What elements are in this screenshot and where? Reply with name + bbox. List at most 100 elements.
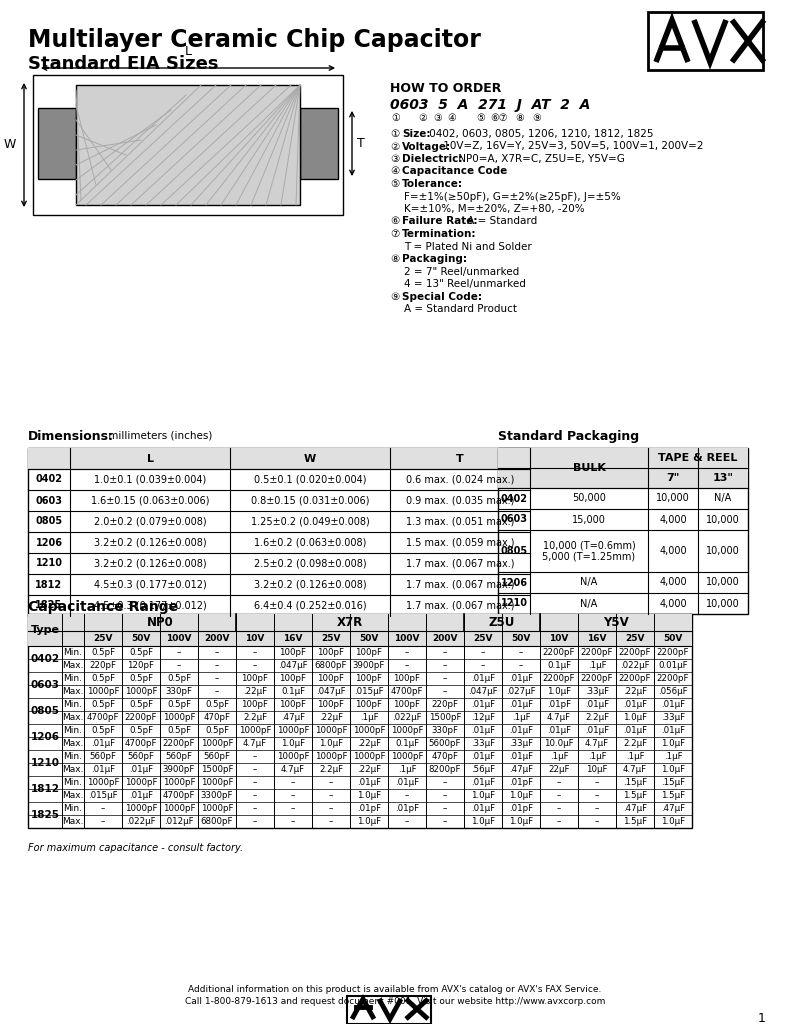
Text: –: – (253, 648, 257, 657)
Text: 2.5±0.2 (0.098±0.008): 2.5±0.2 (0.098±0.008) (254, 558, 366, 568)
Text: –: – (253, 791, 257, 800)
Text: 6.4±0.4 (0.252±0.016): 6.4±0.4 (0.252±0.016) (254, 600, 366, 610)
Text: .47μF: .47μF (509, 765, 533, 774)
Text: –: – (177, 662, 181, 670)
Text: For maximum capacitance - consult factory.: For maximum capacitance - consult factor… (28, 843, 243, 853)
Text: 0.9 max. (0.035 max.): 0.9 max. (0.035 max.) (406, 496, 514, 506)
Text: 4700pF: 4700pF (125, 739, 157, 748)
Text: A = Standard: A = Standard (464, 216, 538, 226)
Text: 3.2±0.2 (0.126±0.008): 3.2±0.2 (0.126±0.008) (93, 558, 206, 568)
Text: 0402: 0402 (30, 654, 59, 664)
Text: 1.0μF: 1.0μF (509, 817, 533, 826)
Text: Dimensions:: Dimensions: (28, 430, 114, 443)
Text: 3.2±0.2 (0.126±0.008): 3.2±0.2 (0.126±0.008) (254, 580, 366, 590)
Text: 0603: 0603 (31, 680, 59, 690)
Text: .01μF: .01μF (547, 726, 571, 735)
Text: –: – (519, 648, 523, 657)
Text: .015μF: .015μF (354, 687, 384, 696)
Bar (648, 12, 763, 70)
Text: Voltage:: Voltage: (402, 141, 451, 152)
Text: 0.6 max. (0.024 max.): 0.6 max. (0.024 max.) (406, 474, 514, 484)
Text: Packaging:: Packaging: (402, 254, 467, 264)
Text: ④: ④ (390, 167, 399, 176)
Text: 0.5pF: 0.5pF (129, 674, 153, 683)
Text: 4700pF: 4700pF (163, 791, 195, 800)
Text: 1812: 1812 (31, 784, 59, 794)
Text: 1.0μF: 1.0μF (471, 791, 495, 800)
Bar (498, 449, 748, 468)
Text: 100V: 100V (166, 634, 191, 643)
Text: 4,000: 4,000 (659, 546, 687, 556)
Text: 0.5pF: 0.5pF (205, 726, 229, 735)
Text: 1.7 max. (0.067 max.): 1.7 max. (0.067 max.) (406, 558, 514, 568)
Text: 0.8±0.15 (0.031±0.006): 0.8±0.15 (0.031±0.006) (251, 496, 369, 506)
Text: .01μF: .01μF (471, 726, 495, 735)
Text: 4700pF: 4700pF (87, 713, 119, 722)
Text: –: – (291, 791, 295, 800)
Text: 330pF: 330pF (165, 687, 192, 696)
Text: 0402: 0402 (36, 474, 62, 484)
Text: 1.0μF: 1.0μF (319, 739, 343, 748)
Text: .33μF: .33μF (509, 739, 533, 748)
Text: 1000pF: 1000pF (125, 687, 157, 696)
Text: .01μF: .01μF (471, 778, 495, 787)
Text: –: – (405, 817, 409, 826)
Text: –: – (253, 752, 257, 761)
Text: –: – (557, 791, 561, 800)
Text: 4.7μF: 4.7μF (281, 765, 305, 774)
Text: 1000pF: 1000pF (125, 804, 157, 813)
Text: Capacitance Range: Capacitance Range (28, 600, 178, 614)
Text: –: – (443, 817, 447, 826)
Text: 100pF: 100pF (317, 700, 345, 709)
Text: 1500pF: 1500pF (201, 765, 233, 774)
Text: 1.0μF: 1.0μF (471, 817, 495, 826)
Text: 4.5±0.3 (0.177±0.012): 4.5±0.3 (0.177±0.012) (93, 600, 206, 610)
Text: 16V: 16V (587, 634, 607, 643)
Text: 4.5±0.3 (0.177±0.012): 4.5±0.3 (0.177±0.012) (93, 580, 206, 590)
Bar (28, 449, 530, 469)
Text: 1000pF: 1000pF (391, 752, 423, 761)
Text: .22μF: .22μF (243, 687, 267, 696)
Text: 0.5pF: 0.5pF (129, 648, 153, 657)
Text: TAPE & REEL: TAPE & REEL (658, 453, 738, 463)
Text: 7": 7" (666, 473, 679, 483)
Text: 1000pF: 1000pF (163, 778, 195, 787)
Text: 560pF: 560pF (165, 752, 192, 761)
Text: 25V: 25V (473, 634, 493, 643)
Text: .01μF: .01μF (623, 726, 647, 735)
Text: 1.5μF: 1.5μF (623, 817, 647, 826)
Text: K=±10%, M=±20%, Z=+80, -20%: K=±10%, M=±20%, Z=+80, -20% (404, 204, 585, 214)
Text: .012μF: .012μF (165, 817, 194, 826)
Text: –: – (253, 778, 257, 787)
Text: .33μF: .33μF (661, 713, 685, 722)
Text: N/A: N/A (581, 578, 598, 588)
Text: 10,000: 10,000 (656, 494, 690, 504)
Text: 100V: 100V (394, 634, 420, 643)
Text: 200V: 200V (204, 634, 229, 643)
Text: 0.1μF: 0.1μF (281, 687, 305, 696)
Text: Multilayer Ceramic Chip Capacitor: Multilayer Ceramic Chip Capacitor (28, 28, 481, 52)
Text: Dielectric:: Dielectric: (402, 154, 463, 164)
Text: 1206: 1206 (501, 578, 528, 588)
Text: –: – (291, 804, 295, 813)
Text: 10,000: 10,000 (706, 598, 740, 608)
Text: .22μF: .22μF (623, 687, 647, 696)
Text: .027μF: .027μF (506, 687, 536, 696)
Text: .01μF: .01μF (129, 791, 153, 800)
Text: 1000pF: 1000pF (277, 726, 309, 735)
Text: Min.: Min. (63, 648, 82, 657)
Text: N/A: N/A (714, 494, 732, 504)
Text: .22μF: .22μF (357, 765, 381, 774)
Text: .47μF: .47μF (661, 804, 685, 813)
Text: 1210: 1210 (36, 558, 62, 568)
Text: –: – (329, 817, 333, 826)
Text: 1000pF: 1000pF (87, 778, 119, 787)
Text: .01μF: .01μF (471, 752, 495, 761)
Text: 4,000: 4,000 (659, 578, 687, 588)
Text: .15μF: .15μF (623, 778, 647, 787)
Text: 100pF: 100pF (393, 700, 421, 709)
Text: –: – (595, 791, 600, 800)
Text: 200V: 200V (432, 634, 458, 643)
Text: 1825: 1825 (31, 810, 59, 820)
Text: –: – (443, 662, 447, 670)
